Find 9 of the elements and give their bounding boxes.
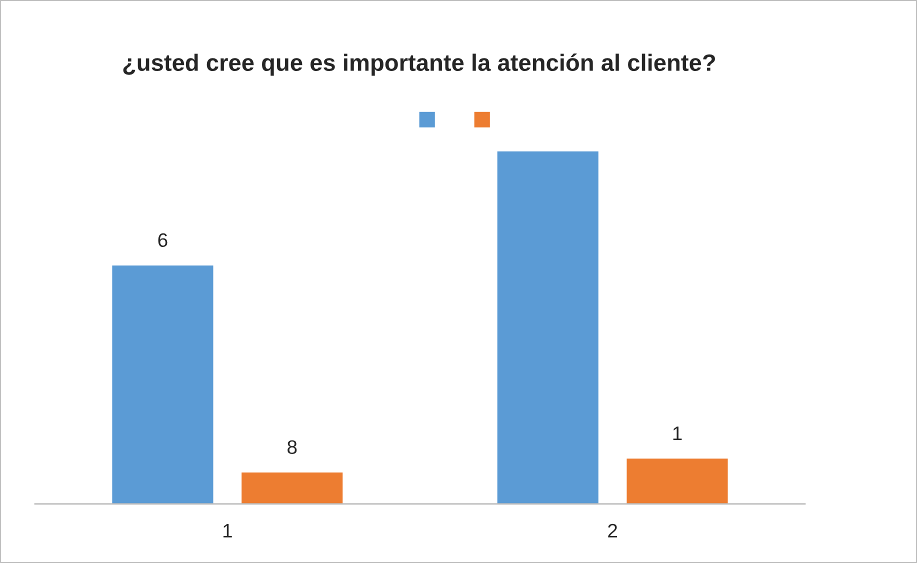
bar: [496, 150, 600, 504]
x-tick-label: 2: [608, 524, 617, 538]
bar: [625, 457, 730, 504]
bar: [110, 264, 215, 504]
annotation: 6: [158, 233, 168, 248]
chart-title: ¿usted cree que es importante la atención al cliente?: [123, 53, 715, 76]
annotation: 8: [288, 440, 297, 454]
annotation: 1: [673, 426, 682, 440]
bar: [240, 471, 344, 504]
